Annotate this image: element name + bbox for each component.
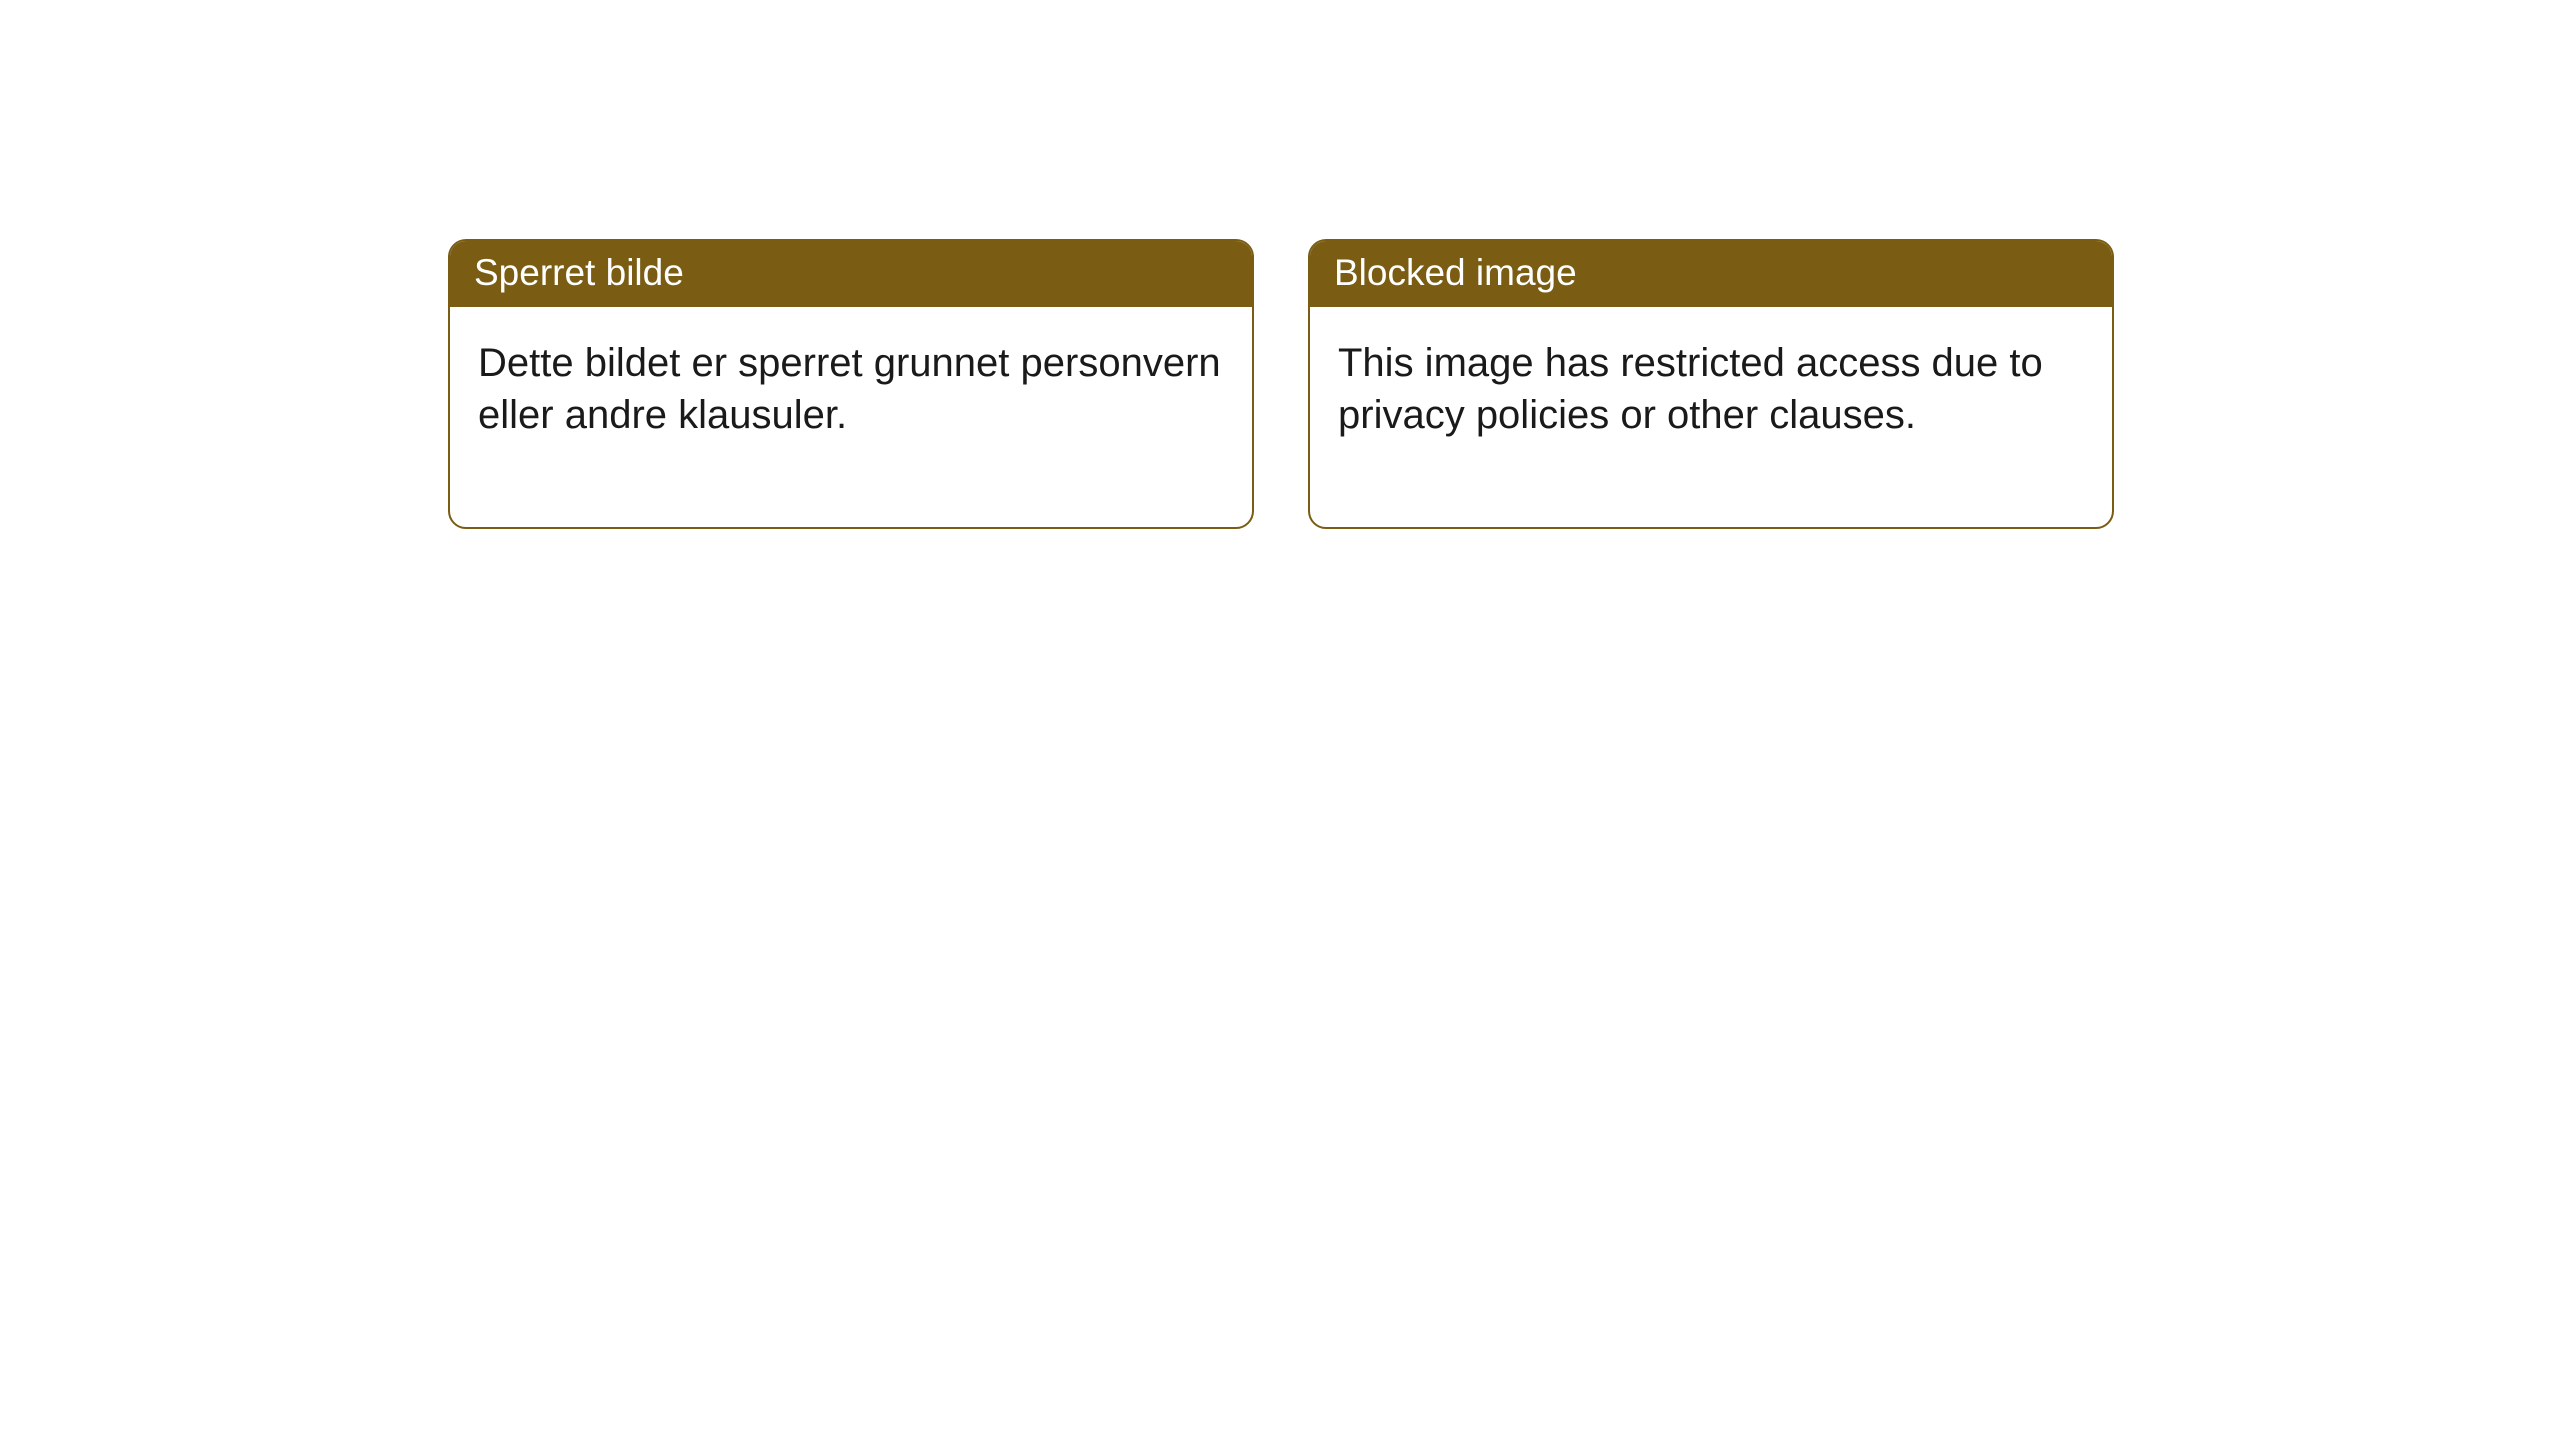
- notice-card-body: Dette bildet er sperret grunnet personve…: [450, 307, 1252, 527]
- notice-container: Sperret bilde Dette bildet er sperret gr…: [448, 239, 2114, 529]
- notice-card-english: Blocked image This image has restricted …: [1308, 239, 2114, 529]
- notice-card-norwegian: Sperret bilde Dette bildet er sperret gr…: [448, 239, 1254, 529]
- notice-card-body: This image has restricted access due to …: [1310, 307, 2112, 527]
- notice-card-title: Blocked image: [1310, 241, 2112, 307]
- notice-card-title: Sperret bilde: [450, 241, 1252, 307]
